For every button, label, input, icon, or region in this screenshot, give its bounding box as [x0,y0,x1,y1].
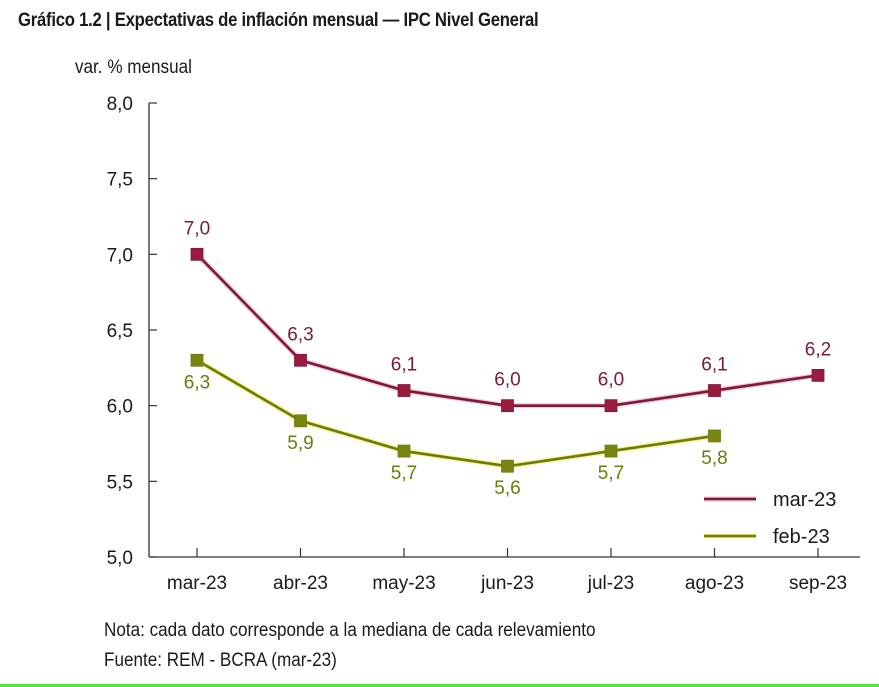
y-tick-label: 7,0 [107,245,133,266]
data-point-marker [811,368,825,382]
data-point-marker [397,444,411,458]
data-label: 6,1 [701,355,727,376]
data-point-marker [294,414,307,428]
legend-label: feb-23 [773,526,830,548]
data-point-marker [397,384,411,397]
y-tick-label: 6,5 [107,321,133,342]
data-label: 6,3 [184,372,210,393]
data-point-marker [604,444,618,458]
series-line-feb-23 [196,359,715,468]
data-label: 6,3 [287,324,313,345]
bottom-accent-bar [0,684,879,687]
y-tick-label: 6,0 [107,397,133,418]
chart-footer: Nota: cada dato corresponde a la mediana… [104,616,595,676]
data-label: 5,8 [701,448,727,469]
chart-title: Gráfico 1.2 | Expectativas de inflación … [18,10,539,31]
x-tick-label: sep-23 [789,573,847,594]
data-point-marker [501,399,514,413]
data-label: 6,1 [391,355,417,376]
data-label: 6,0 [494,370,520,391]
data-point-marker [708,429,721,443]
data-point-marker [501,459,514,473]
data-label: 5,9 [287,433,313,454]
y-tick-label: 7,5 [107,170,133,191]
data-point-marker [294,353,307,367]
x-tick-label: ago-23 [685,573,744,594]
y-axis-label: var. % mensual [75,57,192,78]
source-note: Fuente: REM - BCRA (mar-23) [104,650,337,671]
x-tick-label: may-23 [372,573,435,594]
x-tick-label: mar-23 [167,573,227,594]
data-label: 7,0 [184,218,210,239]
series-glow-feb-23 [195,358,715,469]
legend-label: mar-23 [773,489,836,511]
x-tick-label: abr-23 [273,573,328,594]
data-label: 5,7 [598,463,624,484]
data-label: 6,0 [598,370,624,391]
data-point-marker [190,353,204,367]
x-tick-label: jul-23 [587,573,634,594]
data-label: 6,2 [805,339,831,360]
data-label: 5,6 [494,478,520,499]
data-point-marker [604,399,618,413]
data-point-marker [190,247,204,261]
data-label: 5,7 [391,463,417,484]
y-tick-label: 5,0 [107,548,133,569]
data-point-marker [708,384,721,397]
y-tick-label: 8,0 [107,94,133,115]
x-tick-label: jun-23 [480,573,534,594]
footnote: Nota: cada dato corresponde a la mediana… [104,620,596,641]
y-tick-label: 5,5 [107,472,133,493]
